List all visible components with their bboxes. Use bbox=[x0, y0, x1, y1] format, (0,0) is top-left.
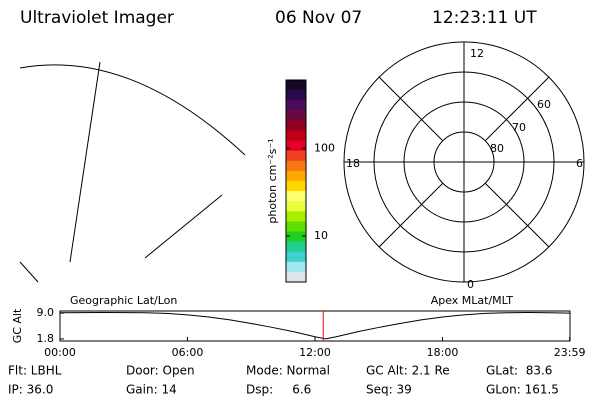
color-band bbox=[286, 271, 306, 283]
mlt-line bbox=[378, 76, 444, 142]
colorbar-tick-label: 10 bbox=[314, 229, 328, 242]
color-band bbox=[286, 160, 306, 172]
info-panel: Flt: LBHL Door: Open Mode: Normal GC Alt… bbox=[8, 364, 559, 397]
color-band bbox=[286, 130, 306, 142]
color-band bbox=[286, 150, 306, 162]
colorbar-label: photon cm⁻²s⁻¹ bbox=[266, 138, 279, 223]
colorbar-tick-label: 100 bbox=[314, 141, 335, 154]
color-band bbox=[286, 221, 306, 232]
info-text: Flt: LBHL bbox=[8, 364, 62, 378]
mlt-label: 6 bbox=[576, 157, 583, 170]
info-text: GLon: 161.5 bbox=[486, 383, 559, 397]
mlt-line bbox=[378, 182, 444, 248]
info-text: Dsp: 6.6 bbox=[246, 383, 311, 397]
grid-line bbox=[144, 194, 223, 259]
image-outline bbox=[19, 61, 246, 283]
right-label: Apex MLat/MLT bbox=[431, 294, 514, 307]
color-band bbox=[286, 110, 306, 121]
y-tick-label: 9.0 bbox=[37, 306, 55, 319]
mlt-line bbox=[484, 76, 550, 142]
color-band bbox=[286, 211, 306, 222]
color-band bbox=[286, 140, 306, 152]
grid-line bbox=[19, 261, 39, 283]
mlt-label: 12 bbox=[470, 47, 484, 60]
grid-line bbox=[69, 61, 101, 263]
polar-grid: 12 18 6 0 60 70 80 bbox=[343, 41, 585, 291]
color-band bbox=[286, 90, 306, 101]
title: Ultraviolet Imager bbox=[20, 8, 174, 28]
x-tick-label: 18:00 bbox=[427, 346, 459, 359]
lat-label: 60 bbox=[537, 98, 551, 111]
info-text: Seq: 39 bbox=[366, 383, 412, 397]
x-tick-label: 23:59 bbox=[554, 346, 586, 359]
mlt-label: 18 bbox=[346, 157, 360, 170]
date: 06 Nov 07 bbox=[275, 8, 362, 28]
colorbar-frame bbox=[285, 79, 307, 283]
color-band bbox=[286, 170, 306, 182]
limb-arc bbox=[19, 64, 246, 156]
color-band bbox=[286, 80, 306, 91]
color-band bbox=[286, 201, 306, 212]
time: 12:23:11 UT bbox=[432, 8, 537, 28]
x-tick-label: 12:00 bbox=[299, 346, 331, 359]
dynamic: 10 100 photon cm⁻²s⁻¹ 9.0 1.800:00 06:00 12:00… bbox=[11, 79, 586, 359]
info-text: IP: 36.0 bbox=[8, 383, 53, 397]
left-label: Geographic Lat/Lon bbox=[70, 294, 177, 307]
color-band bbox=[286, 231, 306, 243]
mlt-line bbox=[484, 182, 550, 248]
info-text: Mode: Normal bbox=[246, 364, 330, 378]
lat-label: 80 bbox=[490, 142, 504, 155]
info-text: Door: Open bbox=[126, 364, 195, 378]
y-tick-label: 1.8 bbox=[37, 332, 55, 345]
x-tick-label: 06:00 bbox=[172, 346, 204, 359]
info-text: GC Alt: 2.1 Re bbox=[366, 364, 450, 378]
x-tick-label: 00:00 bbox=[44, 346, 76, 359]
color-band bbox=[286, 100, 306, 111]
info-text: GLat: 83.6 bbox=[486, 364, 552, 378]
color-band bbox=[286, 241, 306, 253]
lat-label: 70 bbox=[512, 121, 526, 134]
mlt-label: 0 bbox=[467, 278, 474, 291]
alt-line bbox=[59, 312, 571, 340]
color-band bbox=[286, 251, 306, 263]
color-band bbox=[286, 120, 306, 131]
color-band bbox=[286, 181, 306, 192]
color-band bbox=[286, 261, 306, 273]
info-text: Gain: 14 bbox=[126, 383, 177, 397]
color-band bbox=[286, 191, 306, 202]
y-axis-label: GC Alt bbox=[11, 308, 24, 343]
